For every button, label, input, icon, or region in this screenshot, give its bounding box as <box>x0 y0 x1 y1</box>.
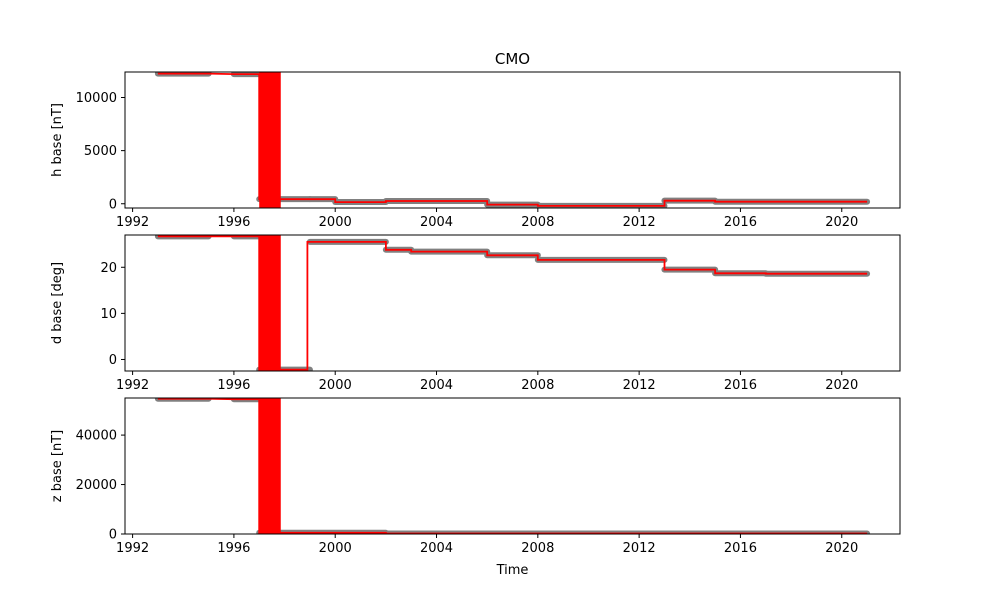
axes-frame <box>124 397 901 535</box>
y-tick-label: 0 <box>109 197 117 212</box>
x-tick-label: 2008 <box>521 215 554 230</box>
x-tick-label: 2012 <box>623 378 656 393</box>
x-tick-label: 2016 <box>724 541 757 556</box>
x-tick-label: 2016 <box>724 378 757 393</box>
y-tick-label: 0 <box>109 528 117 543</box>
x-tick-label: 2020 <box>825 541 858 556</box>
baseline-oscillation-band <box>259 398 281 534</box>
x-tick-label: 2000 <box>319 541 352 556</box>
baseline-line <box>157 72 868 207</box>
subplots: 1992 1996 2000 2004 2008 2012 2016 202005000100… <box>50 50 901 578</box>
baseline-oscillation-band <box>259 72 281 208</box>
x-tick-label: 2004 <box>420 215 453 230</box>
y-axis-label: z base [nT] <box>50 430 65 502</box>
x-tick-label: 1996 <box>217 215 250 230</box>
x-tick-label: 2000 <box>319 215 352 230</box>
y-axis-label: d base [deg] <box>50 262 65 344</box>
axes-frame <box>124 234 901 372</box>
subplot-3: 1992 1996 2000 2004 2008 2012 2016 2020 0 20000 40… <box>50 397 901 578</box>
subplot-1: 1992 1996 2000 2004 2008 2012 2016 2020 0 5000 100… <box>50 50 901 230</box>
y-tick-label: 40000 <box>76 429 117 444</box>
x-tick-label: 2008 <box>521 541 554 556</box>
x-tick-label: 1992 <box>116 378 149 393</box>
x-tick-label: 2012 <box>623 215 656 230</box>
y-tick-label: 5000 <box>84 144 117 159</box>
baseline-oscillation-band <box>259 235 281 371</box>
x-tick-label: 2004 <box>420 541 453 556</box>
plot-area <box>154 72 871 208</box>
y-tick-label: 10 <box>100 307 117 322</box>
x-axis-label: Time <box>496 563 529 578</box>
x-tick-label: 2004 <box>420 378 453 393</box>
baseline-line <box>157 235 868 371</box>
x-tick-label: 2016 <box>724 215 757 230</box>
x-tick-label: 1996 <box>217 541 250 556</box>
baseline-line <box>157 398 868 534</box>
y-axis-label: h base [nT] <box>50 103 65 177</box>
x-tick-label: 2020 <box>825 378 858 393</box>
x-tick-label: 2012 <box>623 541 656 556</box>
y-tick-label: 20 <box>100 261 117 276</box>
plot-area <box>154 235 871 371</box>
x-tick-label: 1992 <box>116 541 149 556</box>
axes-frame <box>124 71 901 209</box>
y-tick-label: 10000 <box>76 91 117 106</box>
y-tick-label: 20000 <box>76 478 117 493</box>
x-tick-label: 2008 <box>521 378 554 393</box>
y-tick-label: 0 <box>109 353 117 368</box>
subplot-2: 1992 1996 2000 2004 2008 2012 2016 2020 0 10 20 d b… <box>50 234 901 393</box>
x-tick-label: 2000 <box>319 378 352 393</box>
chart-title: CMO <box>495 50 530 68</box>
x-tick-label: 1996 <box>217 378 250 393</box>
x-tick-label: 2020 <box>825 215 858 230</box>
x-tick-label: 1992 <box>116 215 149 230</box>
